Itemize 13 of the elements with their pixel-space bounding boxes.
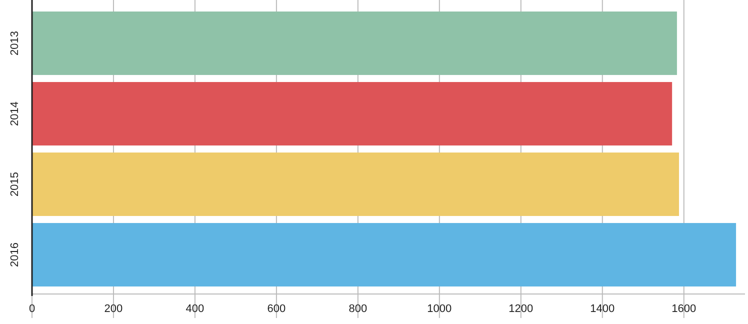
x-tick-label: 800 (348, 303, 368, 315)
x-tick-label: 0 (28, 303, 36, 315)
x-tick-label: 400 (186, 303, 204, 315)
x-tick-label: 200 (104, 303, 123, 315)
y-tick-label: 2015 (9, 172, 21, 196)
x-tick-label: 1600 (672, 303, 696, 315)
x-tick-label: 1400 (590, 303, 615, 315)
y-tick-label: 2016 (9, 242, 21, 267)
y-tick-label: 2014 (9, 102, 21, 126)
x-tick-label: 1000 (427, 303, 452, 315)
y-tick-label: 2013 (9, 31, 21, 56)
x-tick-label: 600 (267, 303, 286, 315)
x-tick-label: 1200 (508, 303, 534, 315)
